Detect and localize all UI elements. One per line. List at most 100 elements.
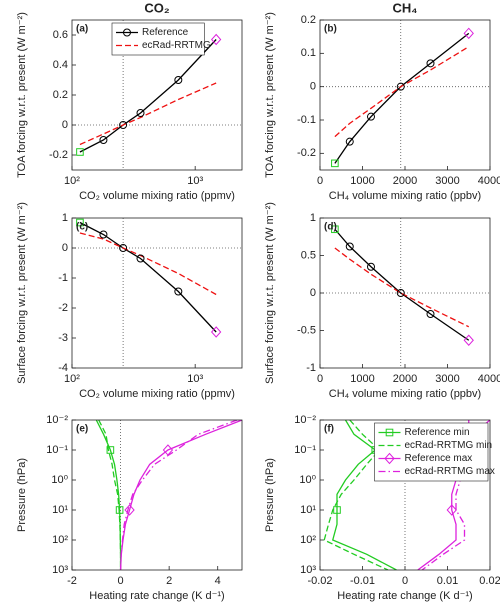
y-axis-label: Pressure (hPa) bbox=[16, 458, 28, 532]
series-line bbox=[79, 39, 217, 153]
y-axis-label: TOA forcing w.r.t. present (W m⁻²) bbox=[264, 12, 276, 178]
y-tick-label: 0.1 bbox=[301, 47, 316, 59]
x-tick-label: 2 bbox=[166, 575, 172, 587]
marker-square bbox=[76, 148, 84, 156]
y-tick-label: 0 bbox=[62, 242, 68, 254]
y-tick-label: 10² bbox=[52, 534, 68, 546]
axes-background bbox=[72, 218, 242, 368]
marker-circle bbox=[119, 244, 128, 252]
panel-label: (c) bbox=[76, 222, 88, 233]
y-tick-label: 10¹ bbox=[300, 504, 316, 516]
x-tick-label: -0.01 bbox=[350, 575, 375, 587]
x-axis-label: CH₄ volume mixing ratio (ppbv) bbox=[329, 190, 481, 202]
legend-box bbox=[111, 22, 205, 56]
panel-title: CH₄ bbox=[393, 0, 418, 15]
marker-circle bbox=[345, 137, 354, 146]
y-tick-label: 10³ bbox=[300, 564, 316, 576]
legend-label: Reference max bbox=[405, 453, 473, 464]
legend-marker bbox=[384, 452, 395, 465]
panel-label: (e) bbox=[76, 424, 88, 435]
marker-diamond bbox=[124, 504, 135, 516]
x-tick-label: 3000 bbox=[435, 175, 459, 187]
y-axis-label: Surface forcing w.r.t. present (W m⁻²) bbox=[16, 202, 28, 384]
y-tick-label: -1 bbox=[306, 362, 316, 374]
marker-diamond bbox=[210, 33, 222, 46]
x-tick-label: 4000 bbox=[478, 175, 500, 187]
y-tick-label: 0.2 bbox=[301, 14, 316, 26]
x-tick-label: 0.02 bbox=[479, 575, 500, 587]
marker-square bbox=[331, 159, 339, 168]
y-axis-label: TOA forcing w.r.t. present (W m⁻²) bbox=[16, 12, 28, 178]
y-tick-label: 1 bbox=[62, 212, 68, 224]
legend-label: Reference bbox=[142, 27, 189, 38]
x-tick-label: 0.01 bbox=[437, 575, 458, 587]
marker-circle bbox=[136, 254, 145, 263]
marker-diamond bbox=[463, 334, 474, 346]
x-axis-label: CO₂ volume mixing ratio (ppmv) bbox=[79, 190, 235, 202]
y-tick-label: 10⁻² bbox=[46, 414, 68, 426]
marker-diamond bbox=[446, 504, 457, 516]
y-tick-label: 1 bbox=[310, 212, 316, 224]
marker-circle bbox=[136, 109, 145, 117]
y-tick-label: 0.6 bbox=[53, 29, 68, 41]
legend-label: Reference min bbox=[405, 427, 470, 438]
y-tick-label: -3 bbox=[58, 332, 68, 344]
marker-circle bbox=[367, 262, 375, 271]
x-tick-label: -0.02 bbox=[307, 575, 332, 587]
series-line bbox=[119, 420, 242, 570]
x-tick-label: 3000 bbox=[435, 373, 459, 385]
series-line bbox=[334, 32, 470, 164]
x-tick-label: 0 bbox=[402, 575, 408, 587]
marker-circle bbox=[396, 82, 405, 91]
marker-circle bbox=[367, 112, 375, 121]
series-line bbox=[331, 420, 397, 570]
series-line bbox=[79, 232, 217, 296]
x-tick-label: 4000 bbox=[478, 373, 500, 385]
marker-diamond bbox=[463, 27, 474, 40]
series-line bbox=[79, 82, 217, 146]
y-axis-label: Pressure (hPa) bbox=[264, 458, 276, 532]
marker-square bbox=[115, 506, 124, 514]
marker-circle bbox=[426, 59, 435, 68]
y-tick-label: 0 bbox=[310, 287, 316, 299]
marker-circle bbox=[396, 289, 405, 297]
axes-frame bbox=[319, 419, 491, 571]
y-tick-label: 0.5 bbox=[301, 249, 316, 261]
y-tick-label: 10⁰ bbox=[299, 474, 316, 486]
series-line bbox=[334, 46, 470, 138]
x-tick-label: 1000 bbox=[350, 373, 374, 385]
marker-circle bbox=[426, 310, 435, 318]
y-tick-label: -0.2 bbox=[49, 149, 68, 161]
marker-circle bbox=[174, 76, 183, 84]
y-tick-label: -0.2 bbox=[297, 147, 316, 159]
legend-marker bbox=[123, 28, 131, 37]
marker-circle bbox=[99, 136, 108, 144]
x-tick-label: 10³ bbox=[187, 373, 203, 385]
y-tick-label: -2 bbox=[58, 302, 68, 314]
marker-square bbox=[76, 218, 84, 227]
axes-background bbox=[72, 420, 242, 570]
y-tick-label: 10⁰ bbox=[51, 474, 68, 486]
x-tick-label: 10² bbox=[64, 175, 80, 187]
y-tick-label: 0 bbox=[62, 119, 68, 131]
y-tick-label: 0.2 bbox=[53, 89, 68, 101]
y-tick-label: 10² bbox=[300, 534, 316, 546]
axes-frame bbox=[71, 419, 243, 571]
series-line bbox=[98, 420, 122, 570]
y-tick-label: 10⁻¹ bbox=[46, 444, 68, 456]
marker-diamond bbox=[210, 326, 222, 338]
axes-frame bbox=[319, 217, 491, 369]
y-tick-label: -1 bbox=[58, 272, 68, 284]
x-axis-label: Heating rate change (K d⁻¹) bbox=[89, 590, 224, 602]
x-tick-label: 0 bbox=[317, 373, 323, 385]
legend-label: ecRad-RRTMG min bbox=[405, 440, 493, 451]
y-tick-label: -4 bbox=[58, 362, 68, 374]
marker-circle bbox=[174, 287, 183, 296]
marker-circle bbox=[345, 242, 354, 251]
marker-circle bbox=[119, 121, 128, 129]
x-tick-label: -2 bbox=[67, 575, 77, 587]
series-line bbox=[119, 420, 238, 570]
panel-title: CO₂ bbox=[144, 0, 170, 15]
panel-label: (d) bbox=[324, 222, 337, 233]
